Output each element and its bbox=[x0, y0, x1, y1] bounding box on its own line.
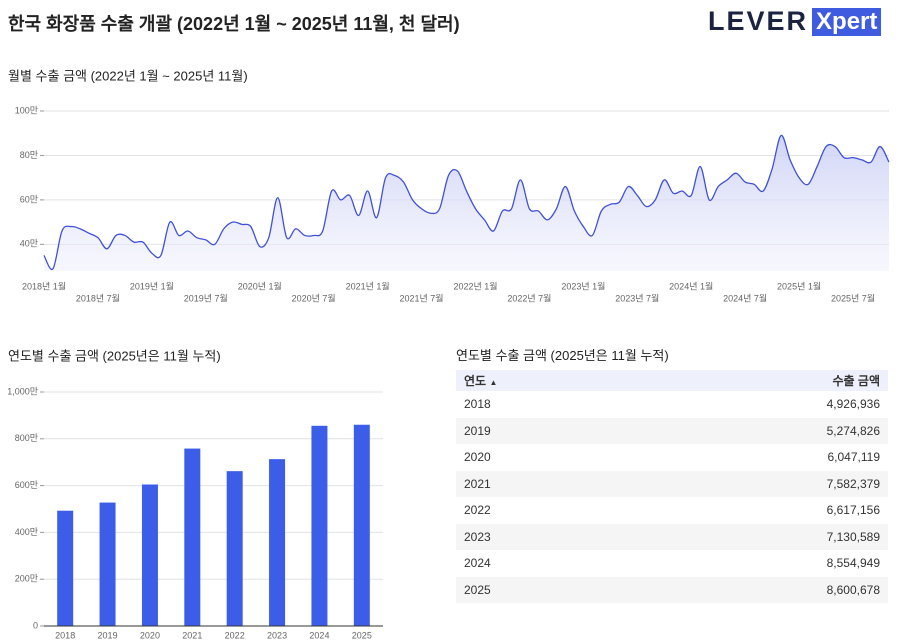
table-cell: 7,130,589 bbox=[635, 523, 888, 550]
x-tick-label: 2023 bbox=[267, 630, 287, 640]
table-cell: 2024 bbox=[464, 556, 491, 571]
table-cell: 8,554,949 bbox=[826, 556, 880, 571]
y-tick-label: 600만 bbox=[15, 480, 38, 490]
x-tick-label: 2020년 1월 bbox=[238, 280, 282, 291]
x-tick-label: 2024년 7월 bbox=[723, 292, 767, 303]
bar bbox=[226, 471, 243, 626]
bar bbox=[141, 484, 158, 626]
line bbox=[43, 134, 890, 271]
logo-left: LEVER bbox=[708, 6, 809, 36]
x-tick-label: 2024 bbox=[309, 630, 329, 640]
bar bbox=[57, 510, 74, 626]
table-cell: 5,274,826 bbox=[635, 417, 888, 444]
logo-right: Xpert bbox=[812, 7, 882, 36]
table-cell: 2019 bbox=[456, 417, 636, 444]
table-cell: 2023 bbox=[456, 523, 636, 550]
x-tick-label: 2021 bbox=[182, 630, 202, 640]
column-header[interactable]: 수출 금액 bbox=[635, 370, 888, 391]
y-tick-label: 200만 bbox=[15, 574, 38, 584]
table-cell: 8,600,678 bbox=[635, 576, 888, 603]
x-tick-label: 2019년 7월 bbox=[184, 292, 228, 303]
table-row: 2025 8,600,678 bbox=[456, 576, 888, 603]
x-tick-label: 2025년 1월 bbox=[777, 280, 821, 291]
table-cell: 6,617,156 bbox=[826, 503, 880, 518]
table-row: 2021 7,582,379 bbox=[456, 470, 888, 497]
x-tick-label: 2018년 7월 bbox=[76, 292, 120, 303]
column-header-text: 연도 bbox=[464, 374, 487, 388]
y-tick-label: 80만 bbox=[20, 150, 38, 160]
x-tick-label: 2022년 7월 bbox=[507, 292, 551, 303]
table-cell: 6,047,119 bbox=[827, 450, 881, 465]
x-tick-label: 2018 bbox=[55, 630, 75, 640]
table-cell: 2018 bbox=[464, 397, 491, 412]
table-cell: 2022 bbox=[464, 503, 491, 518]
bar bbox=[311, 425, 328, 626]
table: 연도 ▲ 수출 금액 2018 4,926,936 2019 5,274,826 2020… bbox=[456, 370, 888, 603]
x-tick-label: 2023년 1월 bbox=[561, 280, 605, 291]
x-tick-label: 2022년 1월 bbox=[453, 280, 497, 291]
x-tick-label: 2018년 1월 bbox=[22, 280, 66, 291]
table-title: 연도별 수출 금액 (2025년은 11월 누적) bbox=[456, 348, 669, 363]
bar bbox=[99, 502, 116, 626]
bar bbox=[353, 424, 370, 626]
y-tick-label: 100만 bbox=[15, 105, 38, 115]
y-tick-label: 0 bbox=[33, 620, 38, 630]
x-tick-label: 2021년 7월 bbox=[400, 292, 444, 303]
bar bbox=[184, 448, 201, 626]
table-cell: 7,582,379 bbox=[635, 470, 888, 497]
table-row: 2019 5,274,826 bbox=[456, 417, 888, 444]
table-cell: 2021 bbox=[456, 470, 636, 497]
x-tick-label: 2025년 7월 bbox=[831, 292, 875, 303]
table-cell: 2025 bbox=[456, 576, 636, 603]
y-tick-label: 60만 bbox=[20, 194, 38, 204]
x-tick-label: 2019년 1월 bbox=[130, 280, 174, 291]
logo: LEVER Xpert bbox=[708, 6, 882, 37]
chart-title: 월별 수출 금액 (2022년 1월 ~ 2025년 11월) bbox=[8, 68, 248, 83]
x-tick-label: 2024년 1월 bbox=[669, 280, 713, 291]
y-tick-label: 40만 bbox=[20, 239, 38, 249]
table-row: 2024 8,554,949 bbox=[456, 550, 888, 577]
x-tick-label: 2019 bbox=[98, 630, 118, 640]
x-tick-label: 2022 bbox=[225, 630, 245, 640]
y-tick-label: 800만 bbox=[15, 433, 38, 443]
chart-title: 연도별 수출 금액 (2025년은 11월 누적) bbox=[8, 348, 221, 363]
bar bbox=[269, 459, 286, 626]
table-panel: 연도별 수출 금액 (2025년은 11월 누적) 연도 ▲ 수출 금액 2018… bbox=[456, 346, 888, 603]
table-row: 2020 6,047,119 bbox=[456, 444, 888, 471]
table-row: 2023 7,130,589 bbox=[456, 523, 888, 550]
area bbox=[44, 135, 889, 271]
column-header[interactable]: 연도 ▲ bbox=[456, 370, 636, 391]
table-cell: 2020 bbox=[464, 450, 491, 465]
page-title: 한국 화장품 수출 개괄 (2022년 1월 ~ 2025년 11월, 천 달러… bbox=[8, 14, 460, 34]
table-row: 2018 4,926,936 bbox=[456, 391, 888, 418]
x-tick-label: 2020년 7월 bbox=[292, 292, 336, 303]
x-tick-label: 2020 bbox=[140, 630, 160, 640]
x-tick-label: 2021년 1월 bbox=[346, 280, 390, 291]
y-tick-label: 400만 bbox=[15, 527, 38, 537]
x-tick-label: 2023년 7월 bbox=[615, 292, 659, 303]
y-tick-label: 1,000만 bbox=[7, 386, 38, 396]
x-tick-label: 2025 bbox=[352, 630, 372, 640]
table-row: 2022 6,617,156 bbox=[456, 497, 888, 524]
table-cell: 4,926,936 bbox=[826, 397, 880, 412]
